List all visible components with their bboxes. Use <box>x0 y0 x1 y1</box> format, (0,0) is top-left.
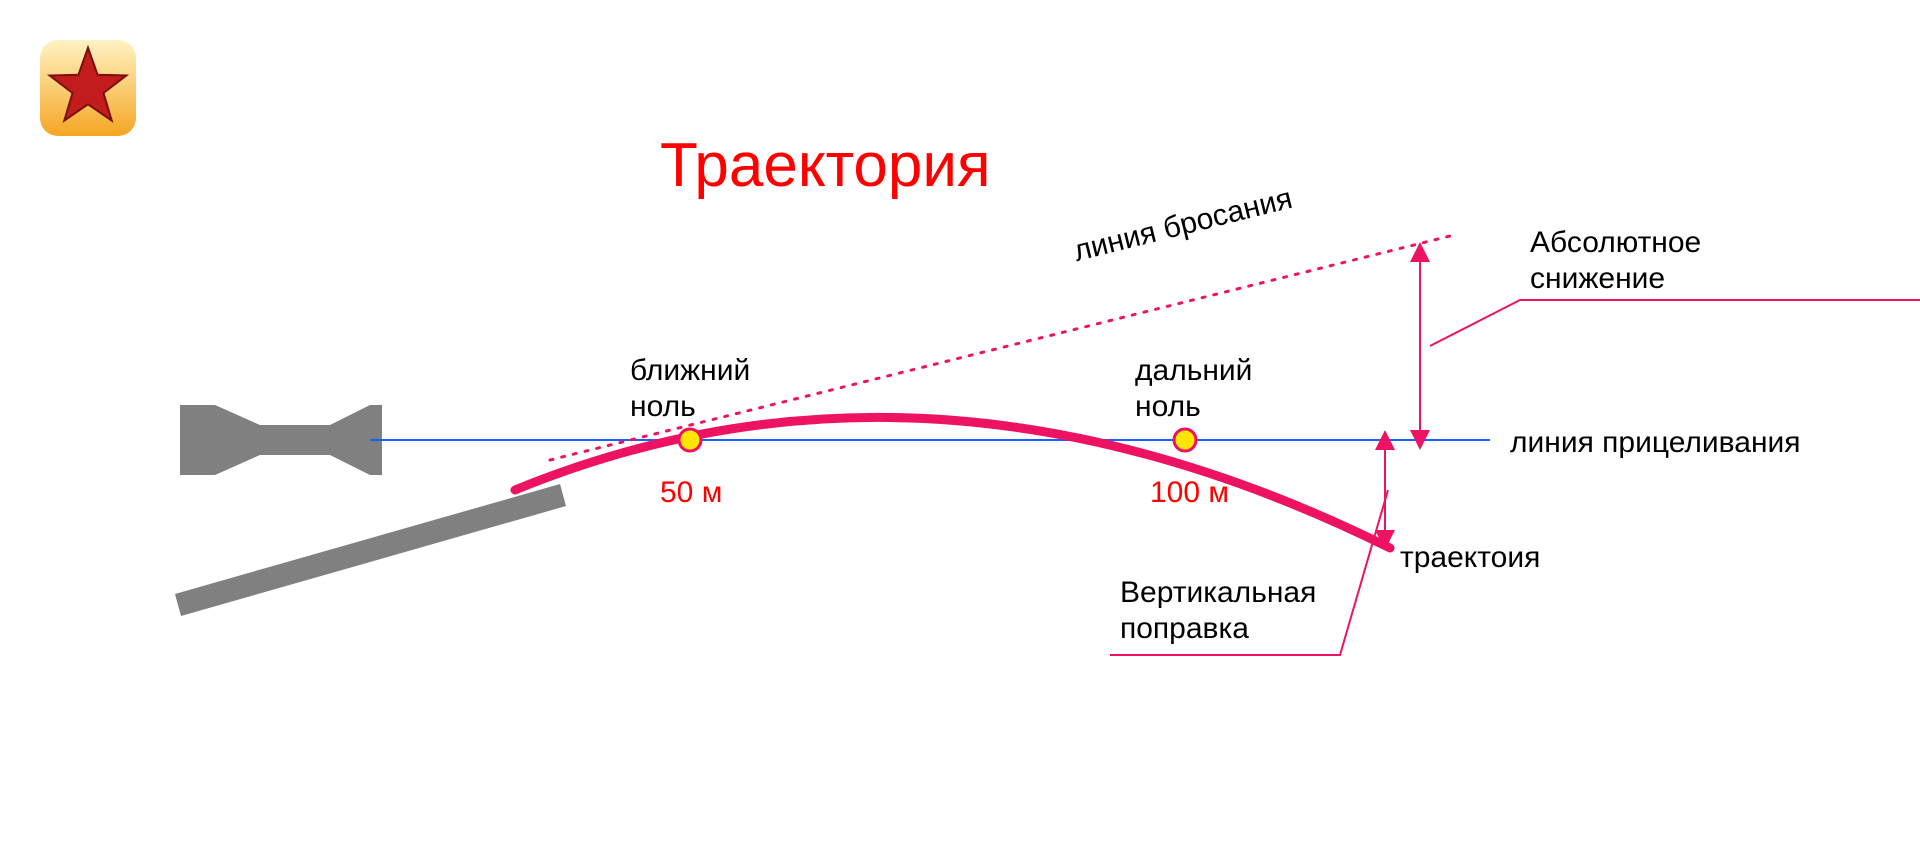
near-zero-label: ближний ноль <box>630 353 750 425</box>
far-zero-label: дальний ноль <box>1135 353 1252 425</box>
diagram-canvas: Траектория ближний ноль дальний ноль 50 … <box>0 0 1920 841</box>
trajectory-label: траектоия <box>1400 540 1540 576</box>
far-zero-marker <box>1174 429 1196 451</box>
scope-icon <box>180 405 382 475</box>
near-zero-distance: 50 м <box>660 475 722 511</box>
sight-line-label: линия прицеливания <box>1510 425 1801 461</box>
vertical-correction-label: Вертикальная поправка <box>1120 575 1316 647</box>
app-star-icon <box>0 0 1920 841</box>
absolute-drop-leader <box>1430 300 1920 346</box>
absolute-drop-label: Абсолютное снижение <box>1530 225 1701 297</box>
diagram-title: Траектория <box>660 130 991 201</box>
barrel-icon <box>175 484 566 616</box>
near-zero-marker <box>679 429 701 451</box>
far-zero-distance: 100 м <box>1150 475 1229 511</box>
